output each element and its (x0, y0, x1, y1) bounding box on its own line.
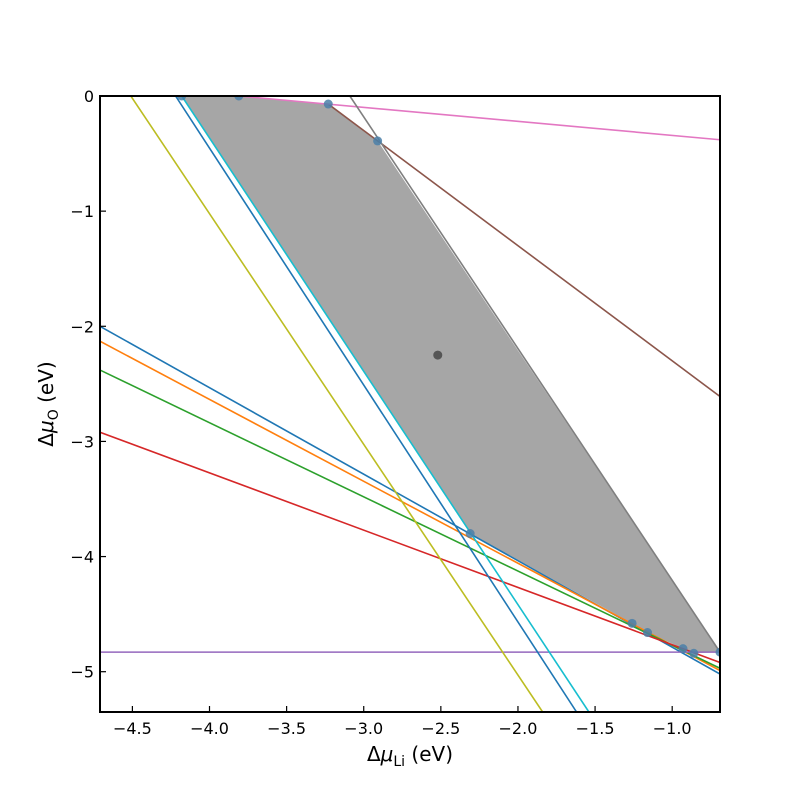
x-axis-label-suffix: (eV) (405, 742, 453, 766)
y-axis-ticks: 0 −1 −2 −3 −4 −5 (70, 87, 106, 682)
vertex-point-8 (678, 644, 688, 654)
x-axis-label-var: μ (380, 742, 394, 766)
boundary-line-4 (100, 431, 720, 664)
series-layer (100, 96, 720, 712)
boundary-line-8 (349, 96, 720, 653)
y-axis-label-sub: O (46, 409, 62, 420)
vertex-point-9 (689, 648, 699, 658)
vertex-point-3 (323, 99, 333, 109)
x-tick-label: −4.5 (113, 719, 152, 738)
boundary-line-6 (327, 103, 720, 398)
vertex-point-7 (643, 628, 653, 638)
x-tick-label: −3.5 (267, 719, 306, 738)
y-axis-label-var: μ (34, 420, 58, 434)
x-axis-label-prefix: Δ (367, 742, 381, 766)
x-tick-label: −2.0 (499, 719, 538, 738)
plot-frame (99, 95, 721, 713)
vertex-point-1 (177, 96, 187, 101)
vertex-point-4 (373, 136, 383, 146)
y-tick-label: −2 (70, 317, 94, 336)
vertex-point-2 (234, 96, 244, 101)
boundary-line-7 (238, 96, 720, 141)
x-tick-label: −1.5 (576, 719, 615, 738)
y-tick-label: −5 (70, 663, 94, 682)
x-axis-ticks: −4.5 −4.0 −3.5 −3.0 −2.5 −2.0 −1.5 −1.0 (113, 706, 692, 738)
y-axis-label-suffix: (eV) (34, 361, 58, 409)
boundary-line-10 (174, 96, 578, 712)
y-tick-label: −1 (70, 202, 94, 221)
x-tick-label: −4.0 (190, 719, 229, 738)
y-axis-label: ΔμO (eV) (34, 361, 62, 446)
x-tick-label: −1.0 (653, 719, 692, 738)
x-tick-label: −3.0 (344, 719, 383, 738)
x-axis-label: ΔμLi (eV) (367, 742, 453, 770)
center-point (433, 350, 443, 360)
boundary-line-2 (100, 340, 720, 672)
stable-region (181, 96, 720, 654)
points-layer (177, 96, 720, 658)
x-tick-label: −2.5 (421, 719, 460, 738)
stable-region-layer (181, 96, 720, 654)
y-tick-label: −3 (70, 432, 94, 451)
y-axis-label-prefix: Δ (34, 433, 58, 447)
x-axis-label-sub: Li (393, 754, 405, 770)
vertex-point-6 (627, 618, 637, 628)
y-tick-label: 0 (84, 87, 94, 106)
vertex-point-10 (715, 647, 720, 657)
y-tick-label: −4 (70, 548, 94, 567)
boundary-line-3 (100, 369, 720, 669)
vertex-point-5 (465, 529, 475, 539)
boundary-line-9 (130, 96, 544, 712)
boundary-line-11 (181, 96, 590, 712)
